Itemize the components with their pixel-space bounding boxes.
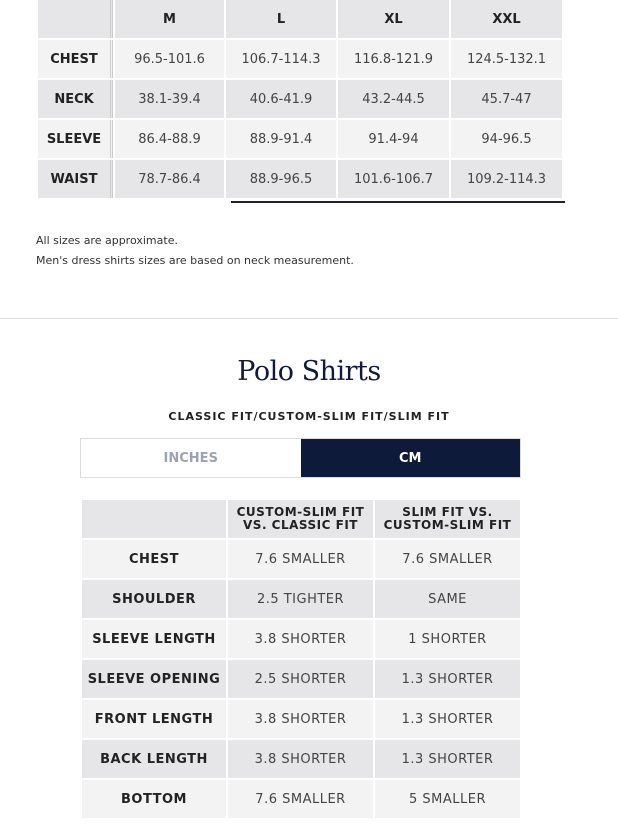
- size-table: M L XL XXL CHEST 96.5-101.6 106.7-114.3 116…: [36, 0, 564, 200]
- cell: 88.9-91.4: [226, 120, 336, 158]
- header-cell: [82, 500, 226, 538]
- unit-toggle: INCHES CM: [80, 438, 521, 478]
- cell: 1.3 SHORTER: [375, 660, 520, 698]
- cell: 7.6 SMALLER: [375, 540, 520, 578]
- cell: 5 SMALLER: [375, 780, 520, 818]
- note-neck: Men's dress shirts sizes are based on ne…: [36, 254, 354, 267]
- row-label: SLEEVE: [38, 120, 113, 158]
- cell: 106.7-114.3: [226, 40, 336, 78]
- cell: 3.8 SHORTER: [228, 620, 373, 658]
- table-row: NECK 38.1-39.4 40.6-41.9 43.2-44.5 45.7-47: [38, 80, 562, 118]
- table-header: CUSTOM-SLIM FIT VS. CLASSIC FIT SLIM FIT…: [82, 500, 520, 538]
- header-cell: M: [115, 0, 224, 38]
- table-row: SLEEVE 86.4-88.9 88.9-91.4 91.4-94 94-96.5: [38, 120, 562, 158]
- table-row: CHEST 7.6 SMALLER 7.6 SMALLER: [82, 540, 520, 578]
- table-header: M L XL XXL: [38, 0, 562, 38]
- row-label: SLEEVE LENGTH: [82, 620, 226, 658]
- table-row: SHOULDER 2.5 TIGHTER SAME: [82, 580, 520, 618]
- cell: 3.8 SHORTER: [228, 700, 373, 738]
- cell: 1 SHORTER: [375, 620, 520, 658]
- section-title: Polo Shirts: [237, 356, 381, 387]
- cell: 40.6-41.9: [226, 80, 336, 118]
- cell: 2.5 SHORTER: [228, 660, 373, 698]
- row-label: BOTTOM: [82, 780, 226, 818]
- row-label: SLEEVE OPENING: [82, 660, 226, 698]
- cell: 116.8-121.9: [338, 40, 449, 78]
- row-label: WAIST: [38, 160, 113, 198]
- cm-button[interactable]: CM: [300, 439, 520, 477]
- header-cell: [38, 0, 113, 38]
- row-label: SHOULDER: [82, 580, 226, 618]
- cell: 7.6 SMALLER: [228, 540, 373, 578]
- header-cell: CUSTOM-SLIM FIT VS. CLASSIC FIT: [228, 500, 373, 538]
- header-cell: XL: [338, 0, 449, 38]
- section-divider: [0, 318, 618, 319]
- fit-comparison-table: CUSTOM-SLIM FIT VS. CLASSIC FIT SLIM FIT…: [80, 498, 522, 820]
- row-label: NECK: [38, 80, 113, 118]
- table-row: BOTTOM 7.6 SMALLER 5 SMALLER: [82, 780, 520, 818]
- cell: 124.5-132.1: [451, 40, 562, 78]
- cell: 45.7-47: [451, 80, 562, 118]
- table-row: SLEEVE LENGTH 3.8 SHORTER 1 SHORTER: [82, 620, 520, 658]
- header-cell: SLIM FIT VS. CUSTOM-SLIM FIT: [375, 500, 520, 538]
- header-cell: XXL: [451, 0, 562, 38]
- cell: SAME: [375, 580, 520, 618]
- row-label: CHEST: [38, 40, 113, 78]
- table-row: BACK LENGTH 3.8 SHORTER 1.3 SHORTER: [82, 740, 520, 778]
- fit-subtitle: CLASSIC FIT/CUSTOM-SLIM FIT/SLIM FIT: [168, 410, 450, 423]
- cell: 94-96.5: [451, 120, 562, 158]
- scroll-indicator: [231, 201, 565, 203]
- cell: 88.9-96.5: [226, 160, 336, 198]
- header-cell: L: [226, 0, 336, 38]
- cell: 86.4-88.9: [115, 120, 224, 158]
- row-label: BACK LENGTH: [82, 740, 226, 778]
- cell: 91.4-94: [338, 120, 449, 158]
- cell: 96.5-101.6: [115, 40, 224, 78]
- cell: 1.3 SHORTER: [375, 700, 520, 738]
- cell: 2.5 TIGHTER: [228, 580, 373, 618]
- table-row: FRONT LENGTH 3.8 SHORTER 1.3 SHORTER: [82, 700, 520, 738]
- cell: 3.8 SHORTER: [228, 740, 373, 778]
- row-label: FRONT LENGTH: [82, 700, 226, 738]
- cell: 78.7-86.4: [115, 160, 224, 198]
- inches-button[interactable]: INCHES: [81, 439, 301, 477]
- cell: 101.6-106.7: [338, 160, 449, 198]
- cell: 38.1-39.4: [115, 80, 224, 118]
- cell: 7.6 SMALLER: [228, 780, 373, 818]
- table-row: WAIST 78.7-86.4 88.9-96.5 101.6-106.7 109.2-…: [38, 160, 562, 198]
- row-label: CHEST: [82, 540, 226, 578]
- note-approximate: All sizes are approximate.: [36, 234, 178, 247]
- table-row: CHEST 96.5-101.6 106.7-114.3 116.8-121.9 124…: [38, 40, 562, 78]
- cell: 109.2-114.3: [451, 160, 562, 198]
- cell: 1.3 SHORTER: [375, 740, 520, 778]
- cell: 43.2-44.5: [338, 80, 449, 118]
- table-row: SLEEVE OPENING 2.5 SHORTER 1.3 SHORTER: [82, 660, 520, 698]
